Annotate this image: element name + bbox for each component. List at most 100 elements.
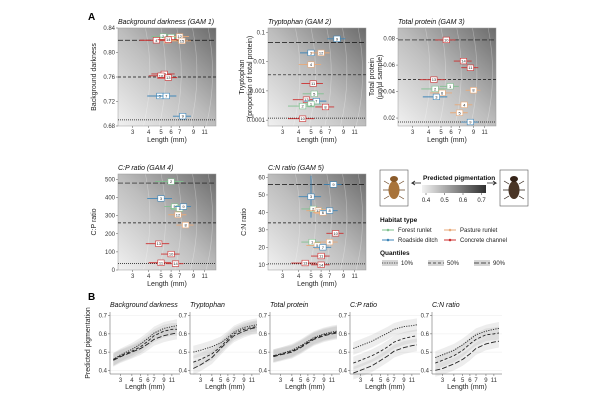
point-label: 13	[304, 97, 309, 102]
x-tick-label: 11	[249, 378, 256, 384]
y-tick-label: 0.6	[179, 332, 188, 338]
data-point: 13	[145, 240, 170, 247]
confidence-ribbon	[193, 321, 257, 375]
point-label: 8	[324, 104, 327, 109]
y-tick-label: 0.6	[339, 332, 348, 338]
data-point: 10	[160, 250, 180, 258]
data-point: 14	[453, 58, 472, 65]
panel-title: Total protein	[270, 302, 308, 309]
y-tick-label: 0.4	[99, 368, 108, 374]
point-label: 12	[316, 208, 321, 213]
contour-line	[190, 27, 198, 127]
x-tick-label: 6	[169, 274, 173, 280]
contour-line	[293, 27, 301, 127]
beetle-dark-image	[499, 169, 529, 207]
x-tick-label: 9	[472, 130, 476, 136]
point-label-box	[155, 240, 163, 247]
point-label-box	[178, 37, 186, 44]
x-axis-label: Length (mm)	[205, 384, 245, 391]
data-point: 12	[310, 49, 330, 56]
x-tick-label: 6	[146, 378, 150, 384]
habitat-swatch-dot	[386, 228, 390, 232]
point-label-box	[157, 72, 165, 79]
series-line-50pct	[353, 335, 418, 364]
contour-background	[118, 174, 216, 270]
habitat-legend-item: Forest runlet	[382, 228, 432, 234]
y-tick-label: 50	[258, 193, 265, 199]
panel-border	[267, 173, 367, 271]
point-label: 9	[332, 182, 335, 187]
y-axis-label: Total protein	[369, 58, 376, 96]
x-tick-label: 9	[192, 130, 196, 136]
data-point: 6	[430, 89, 453, 96]
quantile-items: 10% 50% 90%	[382, 260, 506, 267]
contour-background	[268, 174, 366, 270]
panel-a-chart-4: C:P ratio (GAM 4) 3 4 5 6 7 9 11 Length (mm) 0 100…	[91, 165, 217, 288]
x-tick-label: 3	[441, 378, 445, 384]
y-tick-label: 400	[105, 196, 116, 202]
y-tick-label: 0.84	[103, 26, 115, 32]
y-axis-label: Predicted pigmentation	[85, 307, 92, 379]
panel-b-chart-4: C:P ratio 0.4 0.5 0.6 0.7 3 4 5 6 7 9 11 Length (mm)	[339, 302, 420, 391]
panel-border	[267, 27, 367, 127]
y-tick-label: 0.4	[421, 368, 430, 374]
data-point: 8	[176, 221, 194, 229]
x-tick-label: 9	[484, 378, 488, 384]
data-point: 13	[157, 74, 178, 81]
y-tick-label: 40	[258, 210, 265, 216]
point-label-box	[167, 178, 175, 185]
y-tick-label: 0.04	[383, 90, 395, 96]
y-tick-label: 0.001	[250, 89, 266, 95]
data-point: 1	[439, 83, 459, 90]
x-tick-label: 4	[297, 274, 301, 280]
panel-b-chart-3: Total protein 0.4 0.5 0.6 0.7 3 4 5 6 7 9 11 Length …	[259, 302, 340, 391]
x-axis-label: Length (mm)	[125, 384, 165, 391]
x-tick-label: 3	[411, 130, 415, 136]
panel-letter-a: A	[88, 12, 95, 23]
point-label-box	[152, 37, 160, 44]
point-label: 10	[300, 116, 305, 121]
x-tick-label: 4	[297, 130, 301, 136]
point-label-box	[322, 103, 330, 111]
y-tick-label: 0.6	[259, 332, 268, 338]
point-label: 13	[166, 75, 171, 80]
x-tick-label: 11	[409, 378, 416, 384]
x-tick-label: 7	[474, 378, 478, 384]
point-label: 6	[441, 90, 444, 95]
contour-line	[485, 27, 493, 127]
point-label: 14	[461, 59, 466, 64]
habitat-swatch-dot	[448, 238, 452, 242]
x-tick-label: 5	[219, 378, 223, 384]
x-tick-label: 9	[242, 378, 246, 384]
point-label-box	[157, 259, 165, 266]
x-tick-label: 11	[352, 130, 359, 136]
y-tick-label: 0.5	[421, 350, 430, 356]
point-label-box	[438, 89, 446, 96]
point-label: 5	[313, 91, 316, 96]
colorbar-tick-label: 0.5	[440, 198, 449, 204]
x-axis-label: Length (mm)	[365, 384, 405, 391]
data-point: 5	[450, 109, 468, 116]
point-label-box	[442, 36, 450, 44]
x-tick-label: 9	[322, 378, 326, 384]
point-label-box	[179, 203, 187, 210]
y-tick-label: 0.08	[383, 37, 395, 43]
x-tick-label: 11	[491, 378, 498, 384]
confidence-ribbon	[353, 318, 417, 355]
panel-title: Total protein (GAM 3)	[398, 19, 465, 26]
point-label: 11	[162, 71, 167, 76]
point-label: 10	[333, 231, 338, 236]
x-tick-label: 3	[279, 378, 283, 384]
series-line-50pct	[193, 326, 258, 363]
series-line-90pct	[435, 340, 500, 371]
point-label: 10	[159, 73, 164, 78]
point-label-box	[430, 76, 438, 83]
plot-area	[432, 312, 502, 374]
contour-line	[190, 173, 198, 271]
point-label-box	[446, 83, 454, 90]
x-axis-label: Length (mm)	[447, 384, 487, 391]
point-label: 2	[170, 179, 173, 184]
point-label: 2	[302, 104, 305, 109]
x-axis-label: Length (mm)	[147, 281, 187, 288]
